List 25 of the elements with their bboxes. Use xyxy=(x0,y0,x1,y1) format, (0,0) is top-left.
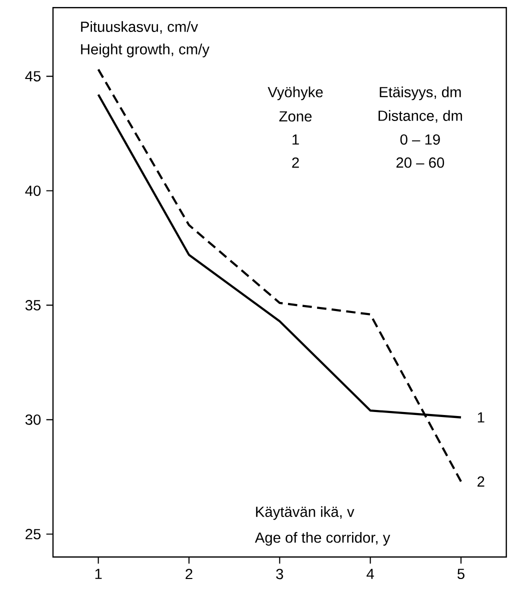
line-series xyxy=(97,68,462,483)
series-label: 2 xyxy=(478,476,484,487)
x-axis-title: Käytävän ikä, v xyxy=(256,506,354,520)
annotation: Vyöhyke xyxy=(268,86,323,100)
annotation: Distance, dm xyxy=(378,110,462,123)
annotation: 2 xyxy=(292,157,299,168)
annotation: 0 – 19 xyxy=(400,134,440,145)
x-tick-label: 5 xyxy=(458,568,464,580)
y-tick-label: 30 xyxy=(25,414,41,425)
annotation: 20 – 60 xyxy=(396,157,444,168)
y-axis-title: Pituuskasvu, cm/v xyxy=(81,21,198,34)
x-tick-label: 1 xyxy=(95,568,102,579)
annotation: Zone xyxy=(279,111,312,122)
x-tick-label: 4 xyxy=(366,568,374,579)
annotation: Etäisyys, dm xyxy=(380,86,461,100)
series-label: 1 xyxy=(478,412,484,422)
y-tick-label: 25 xyxy=(26,528,41,540)
y-tick-label: 45 xyxy=(25,71,41,82)
annotation: Age of the corridor, y xyxy=(254,532,390,546)
y-tick-label: 40 xyxy=(25,186,41,196)
x-tick-label: 3 xyxy=(276,568,284,580)
x-tick-label: 2 xyxy=(186,568,192,580)
y-tick-label: 35 xyxy=(25,300,41,310)
annotation: Height growth, cm/y xyxy=(81,44,210,58)
annotation: 1 xyxy=(292,134,299,145)
